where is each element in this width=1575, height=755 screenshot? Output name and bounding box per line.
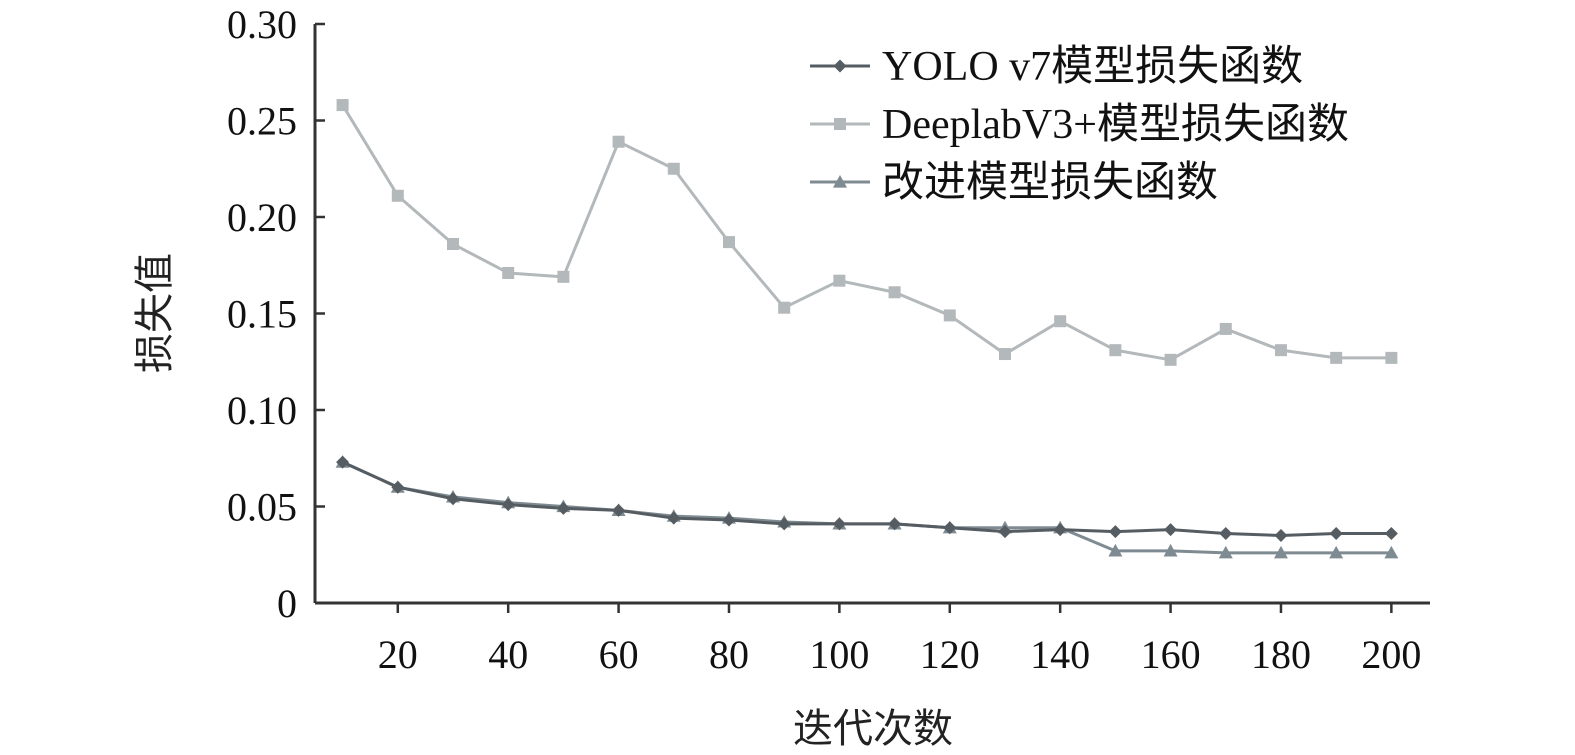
data-point	[722, 513, 736, 527]
legend-marker	[833, 59, 847, 73]
data-point	[557, 270, 570, 283]
series-line	[341, 460, 1392, 555]
data-point	[556, 501, 570, 515]
data-point	[1218, 545, 1233, 559]
y-tick-label: 0.25	[227, 99, 297, 144]
data-point	[777, 517, 791, 531]
series-square	[336, 99, 1398, 366]
data-point	[391, 480, 405, 494]
data-point	[943, 521, 957, 535]
y-tick-label: 0	[277, 581, 297, 626]
data-point	[1108, 543, 1123, 557]
legend-label: 改进模型损失函数	[882, 160, 1218, 206]
data-point	[998, 348, 1011, 361]
data-point	[832, 517, 846, 531]
data-point	[612, 503, 626, 517]
data-point	[1053, 523, 1067, 537]
data-point	[1329, 527, 1343, 541]
data-point	[1384, 545, 1399, 559]
x-tick-label: 200	[1361, 632, 1421, 677]
x-tick-label: 80	[709, 632, 749, 677]
data-point	[888, 286, 901, 299]
data-point	[1384, 527, 1398, 541]
y-tick-label: 0.30	[227, 2, 297, 47]
y-tick-label: 0.15	[227, 292, 297, 337]
data-point	[1109, 344, 1122, 357]
y-axis-title: 损失值	[132, 253, 178, 373]
data-point	[833, 274, 846, 287]
data-point	[1385, 351, 1398, 364]
y-tick-label: 0.05	[227, 485, 297, 530]
x-tick-label: 160	[1141, 632, 1201, 677]
legend-item: DeeplabV3+模型损失函数	[810, 102, 1349, 148]
series-line	[341, 104, 1392, 362]
x-tick-label: 120	[920, 632, 980, 677]
data-point	[1274, 528, 1288, 542]
data-point	[446, 238, 459, 251]
data-point	[778, 301, 791, 314]
data-point	[1108, 525, 1122, 539]
y-axis-ticks: 0 0.05 0.10 0.15 0.20 0.25 0.30	[227, 2, 325, 626]
legend-marker	[833, 175, 847, 188]
x-axis-ticks: 20 40 60 80 100 120 140 160 180 200	[378, 603, 1421, 677]
data-point	[1330, 351, 1343, 364]
data-point	[391, 189, 404, 202]
data-point	[1163, 543, 1178, 557]
legend-label: DeeplabV3+模型损失函数	[882, 102, 1349, 148]
data-point	[1054, 315, 1067, 328]
data-point	[1273, 545, 1288, 559]
data-point	[501, 498, 515, 512]
series-triangle	[335, 455, 1399, 559]
x-axis-title: 迭代次数	[793, 706, 953, 752]
y-tick-label: 0.20	[227, 195, 297, 240]
data-point	[446, 492, 460, 506]
x-tick-label: 180	[1251, 632, 1311, 677]
y-tick-label: 0.10	[227, 388, 297, 433]
data-point	[998, 525, 1012, 539]
data-point	[943, 309, 956, 322]
data-point	[336, 99, 349, 112]
x-tick-label: 40	[488, 632, 528, 677]
series-line	[341, 460, 1392, 537]
legend-item: YOLO v7模型损失函数	[810, 44, 1303, 90]
x-tick-label: 60	[599, 632, 639, 677]
x-tick-label: 100	[809, 632, 869, 677]
series-diamond	[336, 455, 1398, 542]
data-point	[667, 162, 680, 175]
data-point	[1274, 344, 1287, 357]
data-point	[336, 455, 350, 469]
data-point	[1329, 545, 1344, 559]
legend-label: YOLO v7模型损失函数	[882, 44, 1303, 90]
data-point	[722, 236, 735, 249]
data-point	[612, 135, 625, 148]
legend-item: 改进模型损失函数	[810, 160, 1218, 206]
data-point	[502, 266, 515, 279]
data-point	[888, 517, 902, 531]
data-point	[1164, 523, 1178, 537]
x-tick-label: 140	[1030, 632, 1090, 677]
data-point	[1219, 322, 1232, 335]
data-point	[667, 511, 681, 525]
legend-marker	[834, 118, 846, 130]
data-point	[1219, 527, 1233, 541]
series-layer	[335, 99, 1399, 559]
x-tick-label: 20	[378, 632, 418, 677]
data-point	[1164, 353, 1177, 366]
